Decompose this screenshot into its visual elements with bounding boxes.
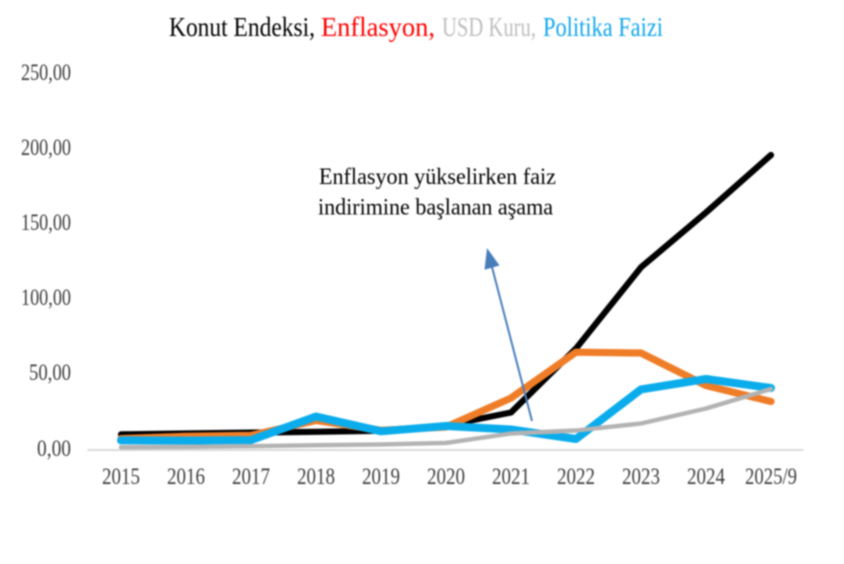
svg-text:150,00: 150,00 bbox=[21, 210, 71, 235]
svg-text:0,00: 0,00 bbox=[37, 436, 71, 461]
svg-text:Enflasyon yükselirken faiz: Enflasyon yükselirken faiz bbox=[319, 164, 556, 189]
svg-text:Konut Endeksi,: Konut Endeksi, bbox=[169, 12, 315, 42]
svg-text:2022: 2022 bbox=[557, 464, 595, 489]
svg-text:Enflasyon,: Enflasyon, bbox=[321, 12, 435, 42]
svg-text:2019: 2019 bbox=[362, 464, 400, 489]
svg-text:2021: 2021 bbox=[492, 464, 530, 489]
svg-text:200,00: 200,00 bbox=[21, 135, 71, 160]
svg-text:2018: 2018 bbox=[297, 464, 335, 489]
svg-text:2023: 2023 bbox=[622, 464, 660, 489]
svg-text:2020: 2020 bbox=[427, 464, 465, 489]
svg-text:USD Kuru,: USD Kuru, bbox=[442, 12, 536, 42]
svg-text:50,00: 50,00 bbox=[29, 360, 71, 385]
svg-text:250,00: 250,00 bbox=[21, 60, 71, 85]
svg-text:Politika Faizi: Politika Faizi bbox=[543, 12, 663, 42]
svg-text:2016: 2016 bbox=[167, 464, 205, 489]
svg-text:2015: 2015 bbox=[102, 464, 140, 489]
svg-text:2025/9: 2025/9 bbox=[745, 464, 797, 489]
svg-text:2024: 2024 bbox=[687, 464, 725, 489]
svg-text:2017: 2017 bbox=[232, 464, 270, 489]
svg-text:indirimine başlanan aşama: indirimine başlanan aşama bbox=[318, 195, 553, 220]
svg-text:100,00: 100,00 bbox=[21, 285, 71, 310]
